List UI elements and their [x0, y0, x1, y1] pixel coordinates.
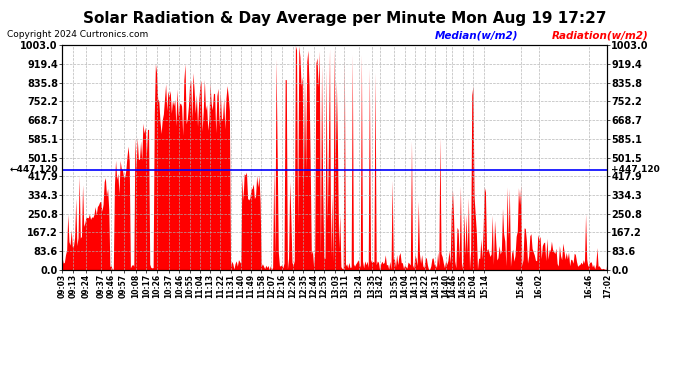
Text: ←447.120: ←447.120: [10, 165, 58, 174]
Text: Radiation(w/m2): Radiation(w/m2): [552, 30, 649, 40]
Text: Median(w/m2): Median(w/m2): [435, 30, 518, 40]
Text: Copyright 2024 Curtronics.com: Copyright 2024 Curtronics.com: [7, 30, 148, 39]
Text: Solar Radiation & Day Average per Minute Mon Aug 19 17:27: Solar Radiation & Day Average per Minute…: [83, 11, 607, 26]
Text: +447.120: +447.120: [611, 165, 660, 174]
